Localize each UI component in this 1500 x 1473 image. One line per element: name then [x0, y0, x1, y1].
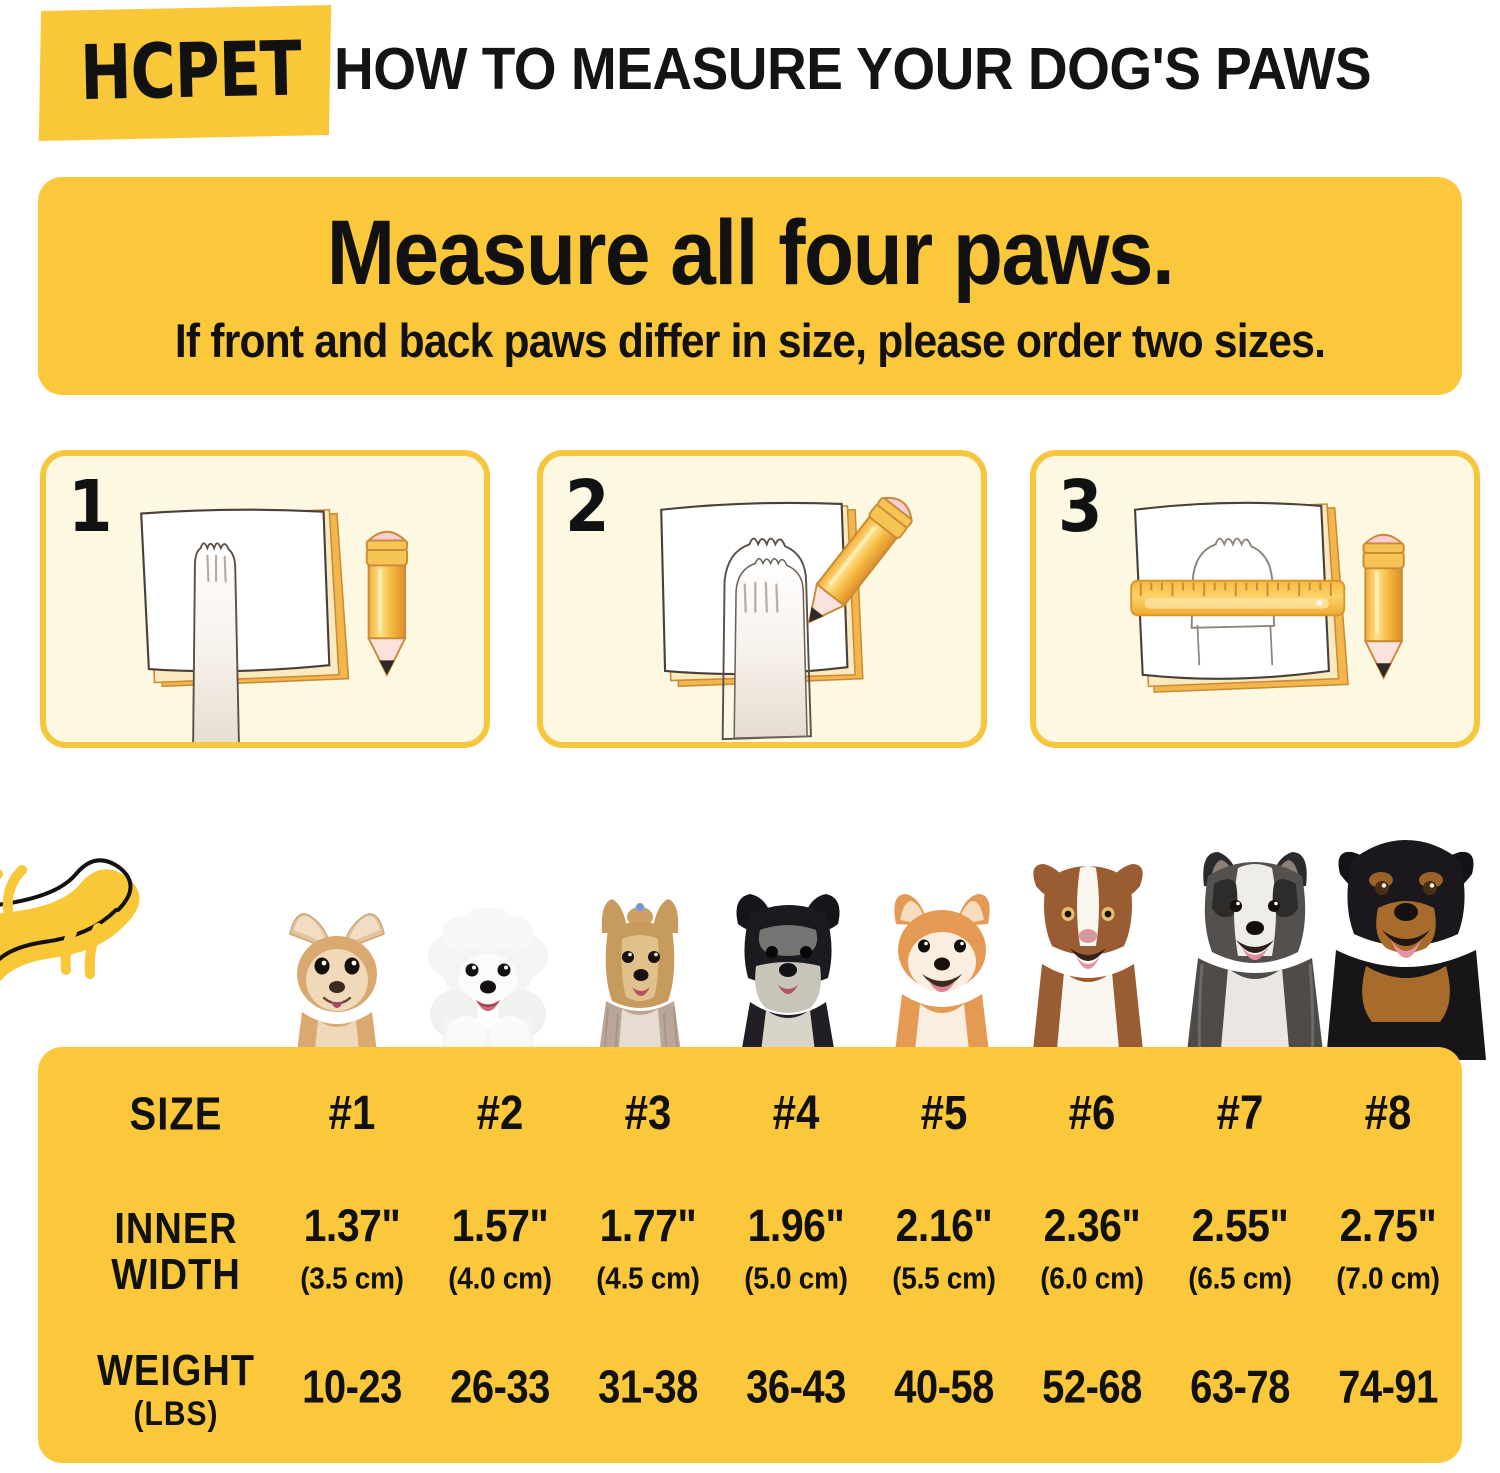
step-card-1: 1: [40, 450, 490, 748]
cell-width-cm-1: (3.5 cm): [300, 1261, 404, 1295]
dog-schnauzer-icon: [736, 894, 840, 1060]
cell-width-in-1: 1.37": [303, 1200, 401, 1251]
row-label-weight-unit: (LBS): [133, 1395, 219, 1433]
cell-width-in-4: 1.96": [747, 1200, 845, 1251]
page-header: HCPET HOW TO MEASURE YOUR DOG'S PAWS: [0, 0, 1500, 160]
cell-weight-2: 26-33: [450, 1362, 550, 1413]
inner-width-cells: 1.37" (3.5 cm) 1.57" (4.0 cm) 1.77" (4.5…: [278, 1197, 1462, 1293]
pencil-tracing-paw-icon: [660, 496, 913, 741]
cell-width-cm-4: (5.0 cm): [744, 1261, 848, 1295]
wagging-tail-icon: [0, 858, 140, 982]
step-number-2: 2: [565, 466, 610, 549]
cell-width-in-5: 2.16": [895, 1200, 993, 1251]
cell-size-6: #6: [1068, 1085, 1116, 1140]
paw-on-paper-icon: [140, 508, 408, 742]
cell-size-7: #7: [1216, 1085, 1264, 1140]
cell-size-4: #4: [772, 1085, 820, 1140]
cell-size-5: #5: [920, 1085, 968, 1140]
step-number-3: 3: [1058, 466, 1103, 549]
dog-rottweiler-icon: [1326, 840, 1486, 1060]
cell-size-1: #1: [328, 1085, 376, 1140]
cell-width-4: 1.96" (5.0 cm): [722, 1197, 870, 1293]
cell-width-cm-5: (5.5 cm): [892, 1261, 996, 1295]
row-label-weight: WEIGHT: [97, 1347, 255, 1396]
step-card-2: 2: [537, 450, 987, 748]
cell-weight-8: 74-91: [1338, 1362, 1438, 1413]
cell-width-in-7: 2.55": [1191, 1200, 1289, 1251]
step-card-3: 3: [1030, 450, 1480, 748]
brand-logo-text: HCPET: [79, 26, 302, 118]
size-cells: #1 #2 #3 #4 #5 #6 #7 #8: [278, 1075, 1462, 1136]
cell-width-8: 2.75" (7.0 cm): [1314, 1197, 1462, 1293]
dog-australian-shepherd-icon: [1032, 864, 1144, 1060]
cell-width-cm-6: (6.0 cm): [1040, 1261, 1144, 1295]
cell-width-in-6: 2.36": [1043, 1200, 1141, 1251]
cell-weight-3: 31-38: [598, 1362, 698, 1413]
weight-cells: 10-23 26-33 31-38 36-43 40-58 52-68 63-7…: [278, 1339, 1462, 1410]
cell-weight-4: 36-43: [746, 1362, 846, 1413]
row-label-inner: INNER: [114, 1205, 238, 1254]
cell-width-7: 2.55" (6.5 cm): [1166, 1197, 1314, 1293]
cell-width-cm-2: (4.0 cm): [448, 1261, 552, 1295]
cell-width-2: 1.57" (4.0 cm): [426, 1197, 574, 1293]
dog-shiba-inu-icon: [894, 894, 990, 1060]
cell-width-1: 1.37" (3.5 cm): [278, 1197, 426, 1293]
cell-width-cm-3: (4.5 cm): [596, 1261, 700, 1295]
dog-breed-strip: [0, 820, 1500, 1060]
cell-width-cm-8: (7.0 cm): [1336, 1261, 1440, 1295]
dog-chihuahua-icon: [289, 913, 385, 1060]
cell-width-in-2: 1.57": [451, 1200, 549, 1251]
dog-yorkshire-terrier-icon: [598, 899, 682, 1060]
table-row-size: SIZE #1 #2 #3 #4 #5 #6 #7 #8: [38, 1075, 1462, 1153]
dog-bichon-frise-icon: [428, 908, 548, 1060]
banner-subtext: If front and back paws differ in size, p…: [174, 315, 1326, 368]
cell-weight-7: 63-78: [1190, 1362, 1290, 1413]
cell-width-in-8: 2.75": [1339, 1200, 1437, 1251]
row-label-size: SIZE: [129, 1089, 223, 1140]
table-row-weight: WEIGHT (LBS) 10-23 26-33 31-38 36-43 40-…: [38, 1339, 1462, 1449]
instruction-banner: Measure all four paws. If front and back…: [38, 177, 1462, 395]
row-label-width: WIDTH: [111, 1251, 241, 1300]
cell-width-6: 2.36" (6.0 cm): [1018, 1197, 1166, 1293]
size-chart-table: SIZE #1 #2 #3 #4 #5 #6 #7 #8 INNER WIDTH…: [38, 1047, 1462, 1463]
cell-width-3: 1.77" (4.5 cm): [574, 1197, 722, 1293]
cell-size-2: #2: [476, 1085, 524, 1140]
cell-width-cm-7: (6.5 cm): [1188, 1261, 1292, 1295]
dog-husky-icon: [1186, 852, 1324, 1060]
cell-weight-5: 40-58: [894, 1362, 994, 1413]
cell-weight-1: 10-23: [302, 1362, 402, 1413]
cell-width-5: 2.16" (5.5 cm): [870, 1197, 1018, 1293]
ruler-measuring-outline-icon: [1130, 501, 1405, 693]
step-number-1: 1: [68, 466, 113, 549]
cell-size-8: #8: [1364, 1085, 1412, 1140]
cell-width-in-3: 1.77": [599, 1200, 697, 1251]
page-title: HOW TO MEASURE YOUR DOG'S PAWS: [334, 35, 1372, 103]
cell-weight-6: 52-68: [1042, 1362, 1142, 1413]
table-row-inner-width: INNER WIDTH 1.37" (3.5 cm) 1.57" (4.0 cm…: [38, 1197, 1462, 1307]
banner-headline: Measure all four paws.: [326, 202, 1175, 305]
cell-size-3: #3: [624, 1085, 672, 1140]
